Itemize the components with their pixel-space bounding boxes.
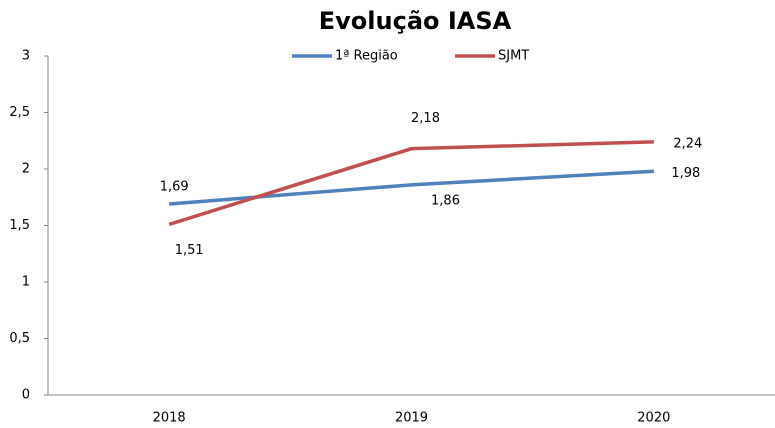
data-label: 1,86 <box>431 193 460 208</box>
y-tick-label: 2 <box>22 162 30 177</box>
chart-title: Evolução IASA <box>319 7 512 35</box>
data-label: 1,69 <box>160 180 189 195</box>
y-tick-label: 1,5 <box>9 218 30 233</box>
x-tick-label: 2019 <box>395 411 428 426</box>
y-tick-label: 0 <box>22 388 30 403</box>
data-label: 2,24 <box>673 136 702 151</box>
legend-label: 1ª Região <box>335 49 398 64</box>
legend-label: SJMT <box>498 49 529 64</box>
y-tick-label: 1 <box>22 275 30 290</box>
y-tick-label: 2,5 <box>9 105 30 120</box>
y-tick-label: 3 <box>22 49 30 64</box>
x-tick-label: 2020 <box>637 411 670 426</box>
data-label: 1,51 <box>175 243 204 258</box>
line-series <box>168 140 654 227</box>
line-series <box>169 169 654 206</box>
data-label: 1,98 <box>671 166 700 181</box>
y-tick-label: 0,5 <box>9 331 30 346</box>
x-tick-label: 2018 <box>153 411 186 426</box>
data-label: 2,18 <box>411 111 440 126</box>
